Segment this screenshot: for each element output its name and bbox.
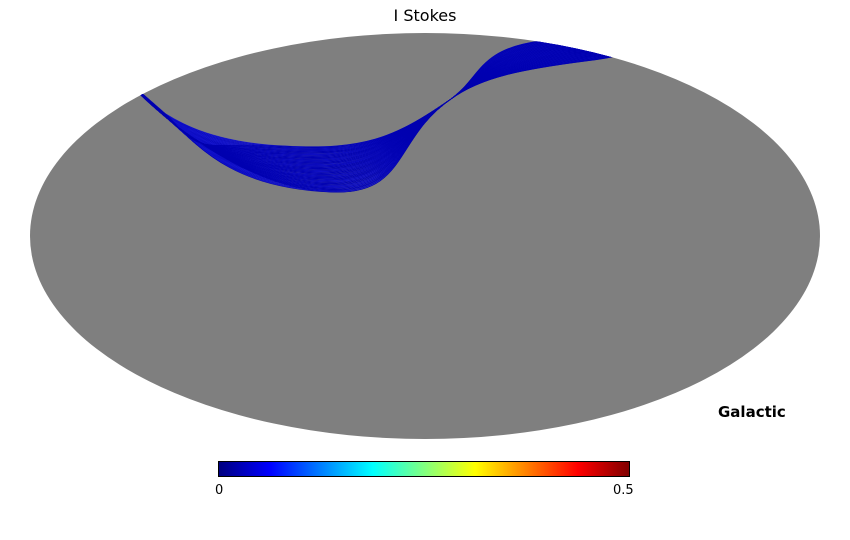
colorbar-gradient — [219, 462, 629, 476]
colorbar-max-label: 0.5 — [613, 483, 634, 498]
sky-ellipse — [30, 33, 820, 439]
galactic-label: Galactic — [718, 403, 786, 421]
mollweide-map — [30, 33, 820, 439]
plot-title: I Stokes — [393, 6, 457, 25]
colorbar — [218, 461, 630, 477]
colorbar-min-label: 0 — [215, 483, 224, 498]
